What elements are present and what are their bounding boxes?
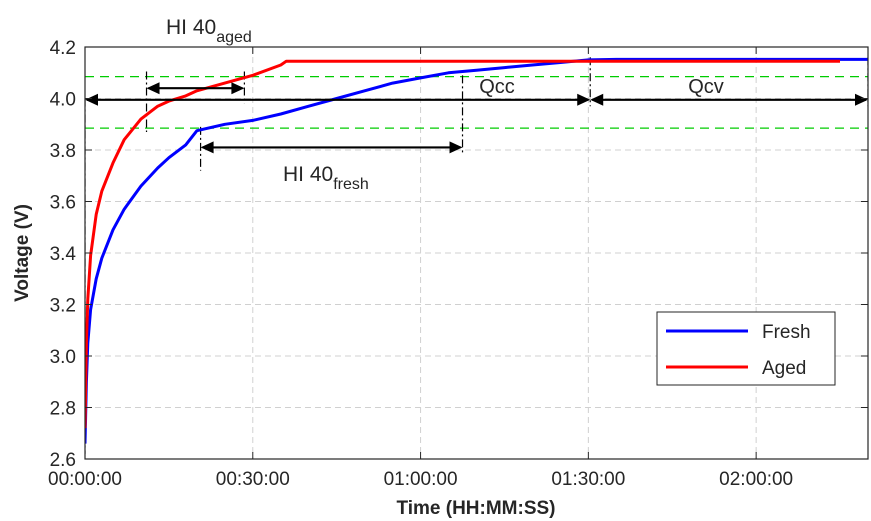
x-tick-label: 01:30:00 [551, 469, 625, 490]
arrowhead [146, 82, 160, 95]
series-lines [85, 57, 868, 444]
hi40-aged-label: HI 40aged [166, 16, 252, 46]
x-tick-label: 00:00:00 [48, 469, 122, 490]
legend-label-aged: Aged [762, 358, 806, 379]
x-tick-label: 02:00:00 [719, 469, 793, 490]
y-tick-label: 3.2 [50, 296, 76, 317]
y-tick-label: 4.2 [50, 38, 76, 59]
y-axis-label: Voltage (V) [12, 204, 33, 302]
arrowhead [577, 93, 591, 106]
arrowhead [590, 93, 604, 106]
series-line-fresh [85, 57, 868, 444]
y-tick-label: 3.0 [50, 347, 76, 368]
hi40-aged-label-subscript: aged [216, 29, 252, 46]
qcv-arrow [590, 93, 868, 106]
arrowhead [449, 141, 463, 154]
y-tick-label: 2.8 [50, 399, 76, 420]
arrowhead [85, 93, 98, 106]
hi40-fresh-label-subscript: fresh [333, 176, 369, 193]
hi40-aged-arrow [146, 82, 245, 95]
x-axis-label: Time (HH:MM:SS) [396, 498, 555, 519]
legend: Fresh Aged [656, 311, 836, 386]
qcv-label: Qcv [688, 76, 724, 98]
hi40-fresh-label: HI 40fresh [283, 163, 369, 193]
arrowhead [231, 82, 245, 95]
y-tick-label: 2.6 [50, 450, 76, 471]
x-tick-label: 01:00:00 [384, 469, 458, 490]
legend-label-fresh: Fresh [762, 322, 811, 343]
qcc-arrow [85, 93, 591, 106]
hi40-fresh-label-main: HI 40 [283, 163, 333, 186]
arrowhead [855, 93, 868, 106]
arrowhead [200, 141, 214, 154]
y-tick-label: 4.0 [50, 90, 76, 111]
hi40-fresh-arrow [200, 141, 463, 154]
axis-ticks: 2.6 2.8 3.0 3.2 3.4 3.6 3.8 4.0 4.2 00:00:00 00:30… [48, 38, 868, 490]
y-tick-label: 3.8 [50, 141, 76, 162]
qcc-label: Qcc [479, 76, 515, 98]
legend-box [656, 311, 836, 386]
y-tick-label: 3.6 [50, 193, 76, 214]
series-line-aged [85, 59, 840, 429]
reference-lines [85, 57, 868, 454]
x-tick-label: 00:30:00 [216, 469, 290, 490]
y-tick-label: 3.4 [50, 244, 77, 265]
hi40-aged-label-main: HI 40 [166, 16, 216, 39]
grid [85, 47, 868, 459]
